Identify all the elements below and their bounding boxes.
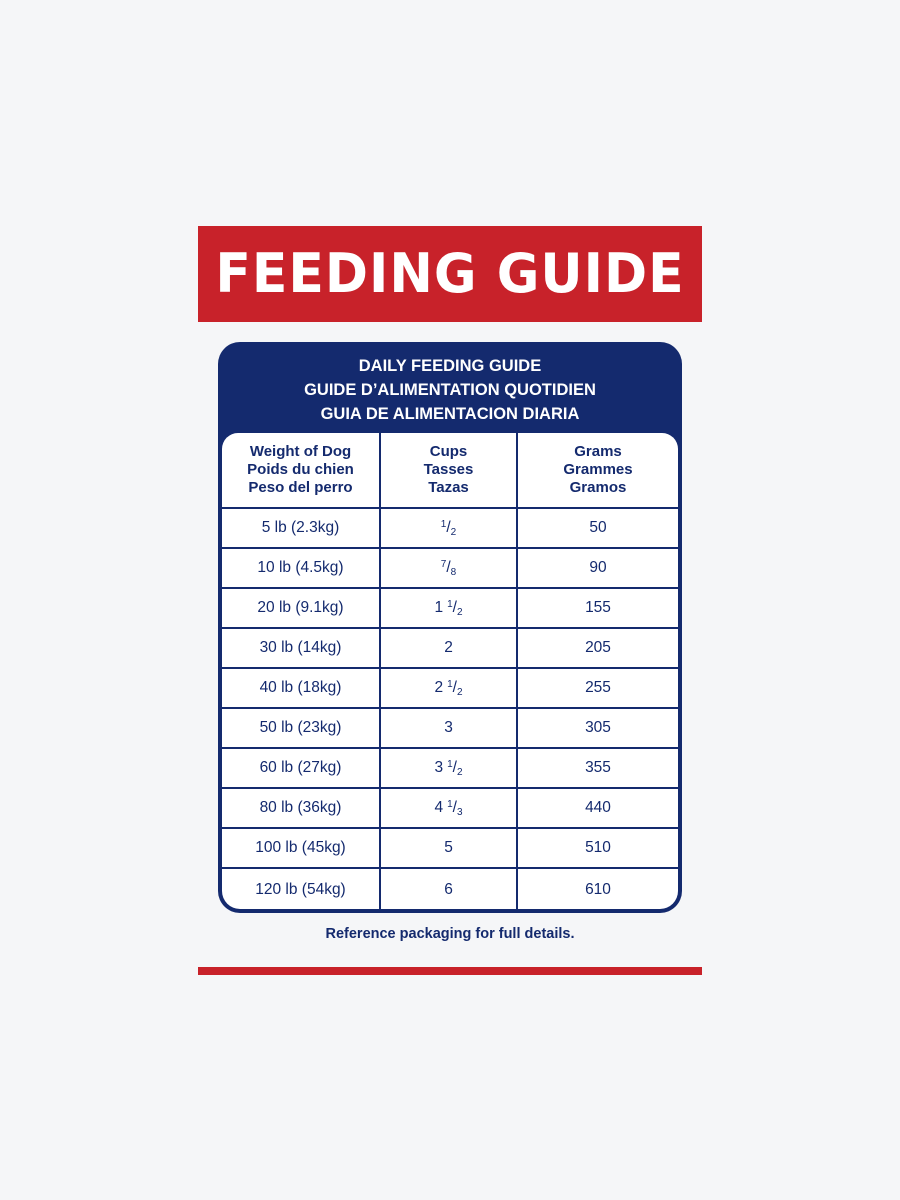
grams-cell: 610 (585, 880, 611, 898)
header-line: Tasses (423, 461, 474, 478)
fraction-slash: / (452, 758, 457, 776)
weight-cell: 20 lb (9.1kg) (222, 589, 381, 627)
fraction-denominator: 8 (450, 566, 457, 578)
cups-whole: 1 (434, 599, 444, 616)
header-line: Weight of Dog (249, 443, 352, 460)
fraction-slash: / (446, 558, 451, 576)
fraction-denominator: 3 (456, 806, 463, 818)
table-row: 100 lb (45kg) 5 510 (222, 827, 678, 867)
card-title: DAILY FEEDING GUIDE GUIDE D’ALIMENTATION… (218, 354, 682, 426)
table-row: 5 lb (2.3kg) 1/2 50 (222, 507, 678, 547)
cups-cell: 6 (381, 869, 518, 909)
feeding-table: Weight of Dog Poids du chien Peso del pe… (222, 433, 678, 909)
weight-cell: 80 lb (36kg) (222, 789, 381, 827)
card-title-es: GUIA DE ALIMENTACION DIARIA (320, 405, 580, 423)
grams-cell: 355 (585, 759, 611, 776)
weight-cell: 60 lb (27kg) (222, 749, 381, 787)
cups-whole: 2 (444, 639, 453, 656)
card-title-en: DAILY FEEDING GUIDE (358, 357, 542, 375)
cups-whole: 3 (434, 759, 444, 776)
cups-whole: 5 (444, 839, 453, 856)
table-row: 120 lb (54kg) 6 610 (222, 867, 678, 909)
cups-whole: 3 (444, 719, 453, 736)
fraction-denominator: 2 (456, 766, 463, 778)
fraction-denominator: 2 (450, 526, 457, 538)
grams-cell: 90 (589, 559, 607, 576)
feeding-guide-banner: FEEDING GUIDE (198, 226, 702, 322)
cups-fraction: 1/2 (447, 679, 462, 698)
grams-cell: 50 (589, 519, 607, 536)
cups-fraction: 1/2 (447, 599, 462, 618)
fraction-numerator: 1 (447, 678, 453, 690)
fraction-slash: / (452, 798, 457, 816)
grams-cell: 510 (585, 839, 611, 856)
fraction-slash: / (446, 518, 451, 536)
cups-fraction: 7/8 (441, 559, 456, 578)
fraction-denominator: 2 (456, 686, 463, 698)
cups-cell: 2 1/2 (381, 669, 518, 707)
fraction-numerator: 1 (447, 598, 453, 610)
fraction-numerator: 1 (447, 758, 453, 770)
fraction-numerator: 1 (447, 798, 453, 810)
cups-fraction: 1/3 (447, 799, 462, 818)
weight-cell: 30 lb (14kg) (222, 629, 381, 667)
cups-whole: 6 (444, 880, 453, 898)
cups-cell: 1/2 (381, 509, 518, 547)
table-row: 60 lb (27kg) 3 1/2 355 (222, 747, 678, 787)
cups-fraction: 1/2 (447, 759, 462, 778)
cups-cell: 7/8 (381, 549, 518, 587)
cups-cell: 3 (381, 709, 518, 747)
header-grams: Grams Grammes Gramos (518, 433, 678, 507)
table-row: 40 lb (18kg) 2 1/2 255 (222, 667, 678, 707)
grams-cell: 255 (585, 679, 611, 696)
header-line: Tazas (428, 479, 469, 496)
cups-fraction: 1/2 (441, 519, 456, 538)
fraction-numerator: 7 (440, 558, 447, 570)
weight-cell: 50 lb (23kg) (222, 709, 381, 747)
fraction-numerator: 1 (440, 518, 447, 530)
header-line: Grams (574, 443, 622, 460)
cups-cell: 1 1/2 (381, 589, 518, 627)
fraction-slash: / (452, 598, 457, 616)
weight-cell: 120 lb (54kg) (222, 869, 381, 909)
header-line: Peso del perro (248, 479, 353, 496)
grams-cell: 155 (585, 599, 611, 616)
cups-whole: 2 (434, 679, 444, 696)
table-row: 10 lb (4.5kg) 7/8 90 (222, 547, 678, 587)
card-title-fr: GUIDE D’ALIMENTATION QUOTIDIEN (304, 381, 596, 399)
header-line: Grammes (563, 461, 633, 478)
weight-cell: 100 lb (45kg) (222, 829, 381, 867)
fraction-slash: / (452, 678, 457, 696)
table-row: 30 lb (14kg) 2 205 (222, 627, 678, 667)
bottom-red-rule (198, 967, 702, 975)
grams-cell: 205 (585, 639, 611, 656)
table-header-row: Weight of Dog Poids du chien Peso del pe… (222, 433, 678, 507)
table-body: 5 lb (2.3kg) 1/2 50 10 lb (4.5kg) 7/8 90 20 lb… (222, 507, 678, 909)
header-weight: Weight of Dog Poids du chien Peso del pe… (222, 433, 381, 507)
banner-title: FEEDING GUIDE (215, 242, 685, 306)
cups-cell: 2 (381, 629, 518, 667)
table-row: 50 lb (23kg) 3 305 (222, 707, 678, 747)
weight-cell: 5 lb (2.3kg) (222, 509, 381, 547)
feeding-guide-card: DAILY FEEDING GUIDE GUIDE D’ALIMENTATION… (218, 342, 682, 913)
grams-cell: 305 (585, 719, 611, 736)
table-row: 80 lb (36kg) 4 1/3 440 (222, 787, 678, 827)
fraction-denominator: 2 (456, 606, 463, 618)
cups-cell: 4 1/3 (381, 789, 518, 827)
header-line: Gramos (569, 479, 627, 496)
cups-whole: 4 (434, 799, 444, 816)
grams-cell: 440 (585, 799, 611, 816)
footer-note: Reference packaging for full details. (325, 926, 575, 942)
header-line: Poids du chien (247, 461, 354, 478)
header-line: Cups (429, 443, 468, 460)
header-cups: Cups Tasses Tazas (381, 433, 518, 507)
weight-cell: 10 lb (4.5kg) (222, 549, 381, 587)
weight-cell: 40 lb (18kg) (222, 669, 381, 707)
cups-cell: 3 1/2 (381, 749, 518, 787)
table-row: 20 lb (9.1kg) 1 1/2 155 (222, 587, 678, 627)
cups-cell: 5 (381, 829, 518, 867)
